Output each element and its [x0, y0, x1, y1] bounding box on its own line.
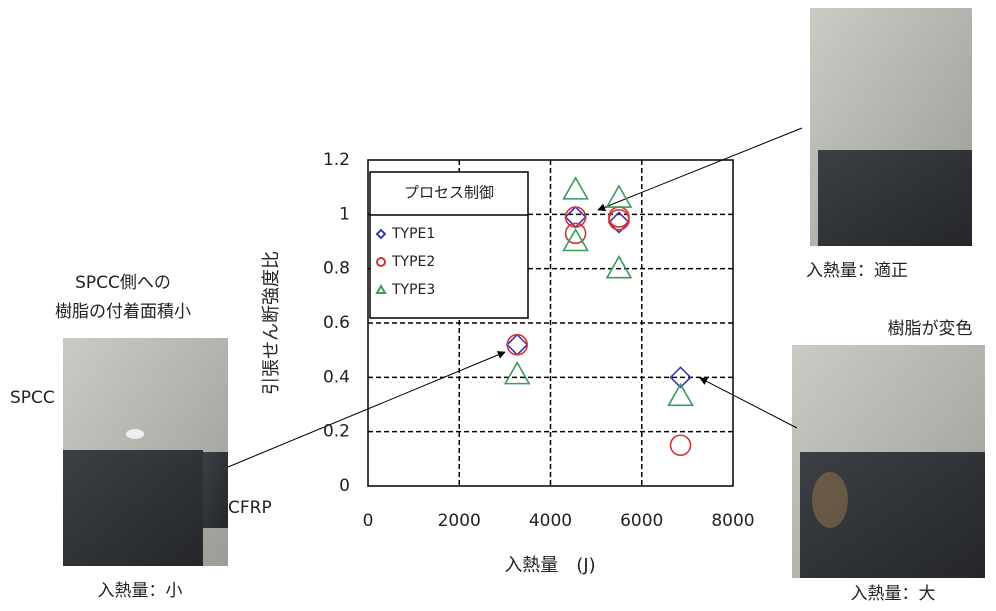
annotation: 入熱量：適正 [806, 261, 908, 281]
y-tick-label: 1.2 [323, 150, 350, 170]
legend-label: TYPE2 [391, 254, 435, 270]
y-tick-label: 0 [339, 476, 350, 496]
triangle-marker [564, 178, 588, 199]
triangle-marker [607, 186, 631, 207]
x-tick-label: 8000 [711, 511, 754, 531]
photo-proper [810, 8, 972, 246]
arrow [598, 128, 802, 210]
y-tick-label: 0.8 [323, 259, 350, 279]
y-tick-label: 0.6 [323, 313, 350, 333]
figure: プロセス制御 入熱量 (J) 引張せん断強度比 0 0.2 0.4 0.6 0.8 1 1.… [0, 0, 996, 607]
legend-label: TYPE1 [391, 226, 435, 242]
arrow [700, 378, 797, 428]
legend-title: プロセス制御 [404, 184, 494, 202]
annotation: 入熱量：小 [98, 581, 183, 601]
x-axis-label: 入熱量 (J) [504, 555, 595, 576]
triangle-marker [505, 363, 529, 384]
x-tick-label: 6000 [620, 511, 663, 531]
annotation: 樹脂が変色 [888, 319, 973, 339]
x-tick-label: 4000 [529, 511, 572, 531]
circle-marker [671, 435, 691, 455]
annotation: SPCC側への [75, 273, 171, 293]
y-tick-label: 1 [339, 204, 350, 224]
y-tick-label: 0.4 [323, 367, 350, 387]
annotation: 入熱量：大 [851, 584, 936, 604]
photo-large [792, 345, 985, 578]
legend-label: TYPE3 [391, 282, 435, 298]
x-tick-label: 0 [363, 511, 374, 531]
y-tick-label: 0.2 [323, 422, 350, 442]
circle-marker [507, 335, 527, 355]
annotation: 樹脂の付着面積小 [55, 302, 191, 322]
photo-small [63, 338, 228, 566]
y-axis-label: 引張せん断強度比 [261, 251, 282, 395]
triangle-marker [607, 257, 631, 278]
annotation: CFRP [228, 498, 272, 518]
x-tick-label: 2000 [438, 511, 481, 531]
annotation: SPCC [10, 388, 55, 408]
